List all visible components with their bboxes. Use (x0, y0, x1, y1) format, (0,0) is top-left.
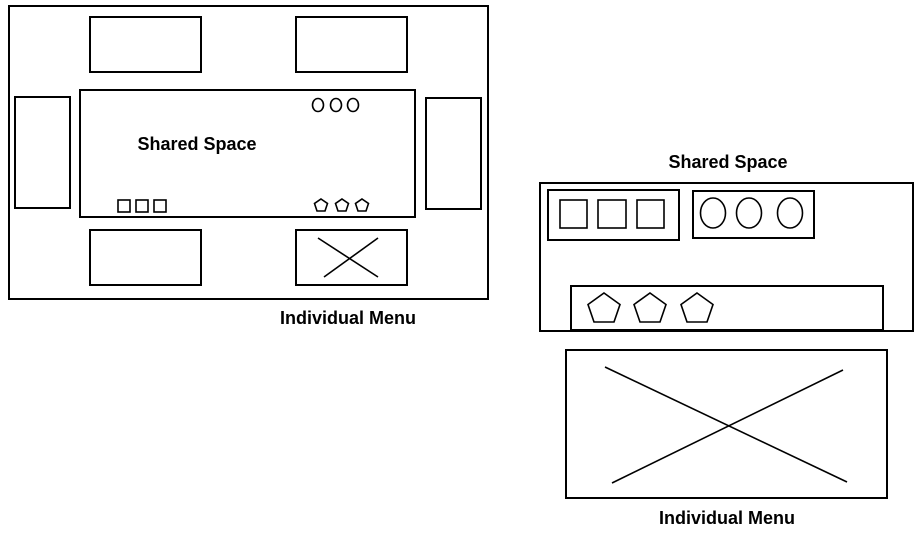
left-circle-icon-3 (346, 97, 360, 113)
left-pentagon-icon-2 (334, 198, 350, 212)
left-square-icon-2 (135, 199, 149, 213)
right-circle-icon-1 (699, 197, 727, 229)
right-pentagon-group (570, 285, 884, 331)
right-individual-menu-label: Individual Menu (659, 508, 795, 528)
left-pentagon-icon-3 (354, 198, 370, 212)
right-individual-menu (565, 349, 888, 499)
right-circle-icon-2 (735, 197, 763, 229)
right-pentagon-group-box (570, 285, 884, 331)
left-layout: Shared Space Individual Menu (8, 5, 489, 328)
left-seat-top-right (295, 16, 408, 73)
left-seat-side-right (425, 97, 482, 210)
left-shared-space-label: Shared Space (137, 134, 256, 154)
left-circle-icon-2 (329, 97, 343, 113)
left-shared-space-box (79, 89, 416, 218)
left-pentagon-icon-1 (313, 198, 329, 212)
right-pentagon-icon-3 (680, 292, 714, 323)
left-seat-side-left (14, 96, 71, 209)
left-individual-menu (295, 229, 408, 286)
right-shared-space (539, 182, 914, 332)
left-shared-space (79, 89, 416, 218)
right-menu-cross-line-a (604, 366, 848, 483)
right-shared-space-label: Shared Space (668, 152, 787, 172)
left-menu-cross-line-a (317, 237, 379, 278)
right-menu-cross-line-b (611, 369, 844, 484)
right-circle-icon-3 (776, 197, 804, 229)
right-circle-group (692, 190, 815, 239)
right-square-group (547, 189, 680, 241)
right-pentagon-icon-1 (587, 292, 621, 323)
left-seat-top-left (89, 16, 202, 73)
right-layout: Shared Space (539, 152, 914, 528)
right-pentagon-icon-2 (633, 292, 667, 323)
left-square-icon-3 (153, 199, 167, 213)
left-individual-menu-label: Individual Menu (280, 308, 416, 328)
left-menu-cross-line-b (323, 237, 379, 278)
right-square-icon-1 (559, 199, 588, 229)
left-circle-icon-1 (311, 97, 325, 113)
left-seat-bottom-left (89, 229, 202, 286)
right-square-icon-3 (636, 199, 665, 229)
right-square-icon-2 (597, 199, 627, 229)
left-square-icon-1 (117, 199, 131, 213)
